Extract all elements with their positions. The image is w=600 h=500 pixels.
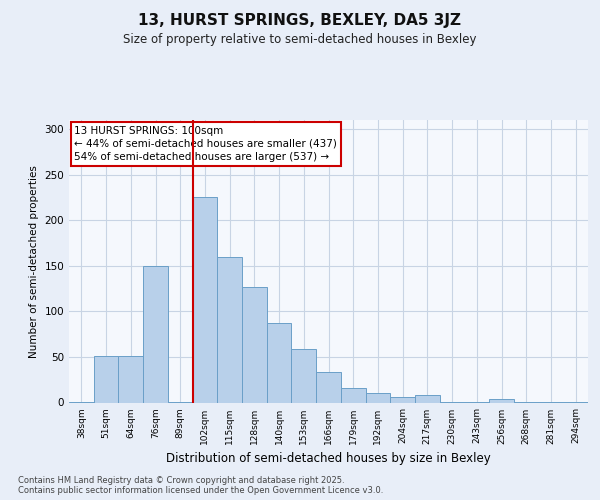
- Text: 13 HURST SPRINGS: 100sqm
← 44% of semi-detached houses are smaller (437)
54% of : 13 HURST SPRINGS: 100sqm ← 44% of semi-d…: [74, 126, 337, 162]
- Bar: [316, 372, 341, 402]
- Bar: [365, 394, 390, 402]
- Bar: [341, 388, 365, 402]
- Text: Size of property relative to semi-detached houses in Bexley: Size of property relative to semi-detach…: [123, 32, 477, 46]
- Bar: [118, 356, 143, 403]
- Bar: [94, 356, 118, 403]
- Bar: [217, 256, 242, 402]
- Bar: [143, 266, 168, 402]
- Bar: [489, 399, 514, 402]
- Text: Contains HM Land Registry data © Crown copyright and database right 2025.
Contai: Contains HM Land Registry data © Crown c…: [18, 476, 383, 495]
- Text: 13, HURST SPRINGS, BEXLEY, DA5 3JZ: 13, HURST SPRINGS, BEXLEY, DA5 3JZ: [139, 12, 461, 28]
- Bar: [267, 323, 292, 402]
- Bar: [242, 287, 267, 403]
- X-axis label: Distribution of semi-detached houses by size in Bexley: Distribution of semi-detached houses by …: [166, 452, 491, 465]
- Bar: [193, 198, 217, 402]
- Y-axis label: Number of semi-detached properties: Number of semi-detached properties: [29, 165, 39, 358]
- Bar: [415, 395, 440, 402]
- Bar: [292, 348, 316, 403]
- Bar: [390, 397, 415, 402]
